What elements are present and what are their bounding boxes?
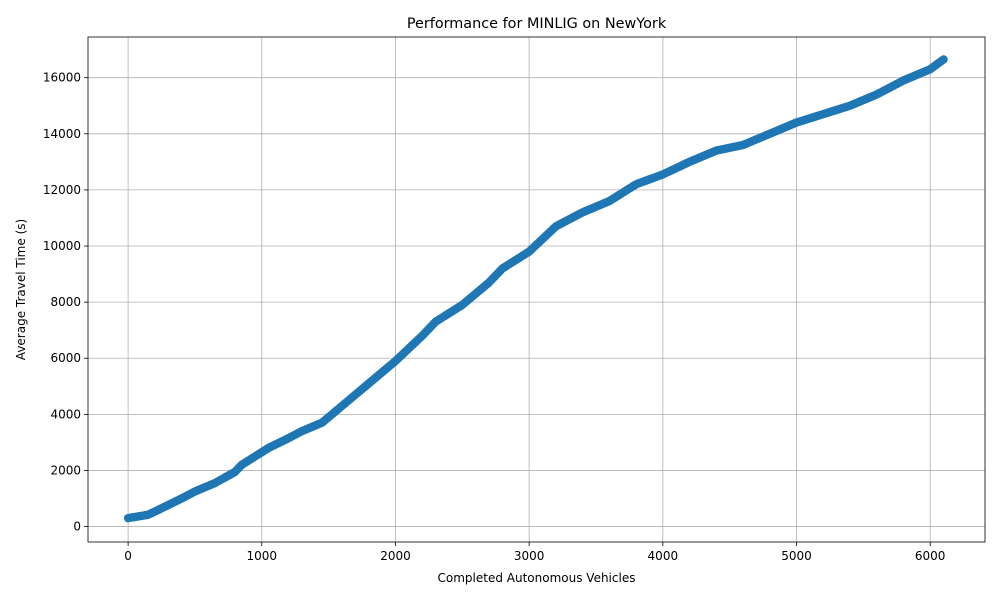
y-tick-label: 2000 (50, 463, 81, 477)
x-axis-label: Completed Autonomous Vehicles (438, 571, 636, 585)
chart-title: Performance for MINLIG on NewYork (407, 16, 667, 32)
y-tick-label: 14000 (43, 127, 81, 141)
y-tick-label: 4000 (50, 407, 81, 421)
x-tick-label: 5000 (781, 549, 812, 563)
data-point (939, 55, 948, 64)
x-tick-label: 1000 (247, 549, 278, 563)
y-axis-label: Average Travel Time (s) (14, 219, 28, 360)
data-points (123, 55, 948, 523)
x-tick-label: 2000 (380, 549, 411, 563)
y-tick-label: 6000 (50, 351, 81, 365)
y-tick-label: 10000 (43, 239, 81, 253)
y-tick-label: 8000 (50, 295, 81, 309)
x-tick-label: 4000 (648, 549, 679, 563)
y-tick-label: 0 (73, 520, 81, 534)
x-axis-ticks: 0 1000 2000 3000 4000 5000 6000 (124, 542, 945, 563)
plot-frame (87, 36, 986, 543)
x-tick-label: 6000 (915, 549, 946, 563)
x-tick-label: 0 (124, 549, 132, 563)
y-tick-label: 16000 (43, 71, 81, 85)
y-tick-label: 12000 (43, 183, 81, 197)
y-axis-ticks: 0 2000 4000 6000 8000 10000 12000 14000 16000 (43, 71, 88, 534)
x-tick-label: 3000 (514, 549, 545, 563)
